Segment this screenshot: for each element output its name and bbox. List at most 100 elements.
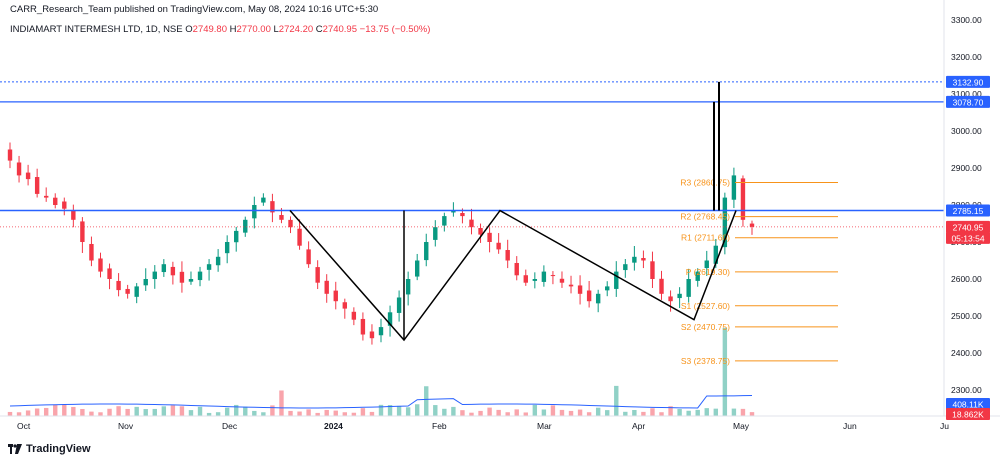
volume-bar [324, 409, 329, 416]
tradingview-brand[interactable]: TradingView [8, 443, 91, 455]
candle-body [360, 318, 366, 335]
tag-resistance-bg [946, 204, 990, 217]
y-tick-label: 3300.00 [951, 15, 982, 25]
volume-bar [351, 412, 357, 416]
candle-body [134, 286, 139, 297]
candle-body [641, 258, 646, 261]
volume-bar [252, 410, 257, 416]
volume-bar [677, 409, 682, 416]
ohlc-high-label: H [229, 24, 237, 35]
candle-body [7, 149, 13, 161]
candle-body [396, 297, 402, 313]
volume-bar [279, 390, 284, 416]
volume-bar [234, 404, 239, 416]
x-tick-label: Nov [118, 421, 134, 431]
candle-body [107, 268, 112, 279]
x-tick-label: 2024 [324, 421, 343, 431]
candle-body [405, 279, 411, 295]
ohlc-close-value: 2740.95 [322, 24, 357, 35]
tag-countdown-bg [946, 231, 990, 244]
ohlc-low-label: L [273, 24, 279, 35]
candle-body [532, 279, 538, 281]
candle-body [414, 260, 420, 277]
tag-last-price-bg [946, 220, 990, 233]
candle-body [650, 261, 655, 279]
candle-body [722, 197, 728, 248]
tag-last-price: 2740.95 [953, 222, 984, 232]
x-tick-label: May [733, 421, 750, 431]
pattern-drawing [289, 81, 737, 342]
volume-bar [740, 408, 746, 416]
volume-bar [62, 404, 67, 416]
candle-body [605, 286, 610, 291]
candle-body [324, 280, 329, 294]
candle-body [270, 201, 275, 213]
candle-body [577, 285, 583, 294]
tag-dotted-level-bg [946, 75, 990, 88]
candle-body [152, 271, 157, 280]
volume-bar [749, 412, 755, 416]
y-tick-label: 2500.00 [951, 311, 982, 321]
candle-body [116, 280, 121, 291]
candle-body [623, 264, 628, 271]
tradingview-logo-icon [8, 444, 22, 454]
volume-bar [559, 409, 565, 416]
candle-body [505, 250, 510, 261]
volume-bar [496, 409, 501, 416]
volume-bar [179, 406, 185, 416]
volume-bar [170, 405, 176, 416]
horizontal-levels [0, 81, 944, 228]
x-tick-label: Apr [632, 421, 645, 431]
candle-body [197, 271, 203, 281]
volume-bar [713, 408, 719, 416]
candle-body [478, 228, 483, 235]
y-tick-label: 2900.00 [951, 163, 982, 173]
x-tick-label: Jun [843, 421, 857, 431]
candle-body [342, 302, 348, 309]
y-tick-label: 2600.00 [951, 274, 982, 284]
pivot-label-s2: S2 (2470.75) [681, 322, 730, 332]
candle-body [143, 279, 148, 286]
volume-bar [161, 406, 167, 416]
pivot-label-r3: R3 (2860.75) [680, 178, 730, 188]
volume-bar [7, 411, 13, 416]
ohlc-close-label: C [315, 24, 323, 35]
candle-body [234, 230, 239, 243]
volume-bar [623, 411, 628, 416]
candle-body [89, 243, 94, 261]
candle-body [315, 267, 320, 283]
candle-body [677, 293, 682, 299]
candle-body [586, 290, 592, 302]
tag-volume-ma-bg [946, 408, 990, 420]
volume-bar [34, 408, 40, 416]
volume-bar [224, 407, 230, 416]
volume-bar [369, 411, 375, 416]
candle-body [740, 178, 746, 220]
candle-body [378, 327, 384, 336]
volume-bar [125, 408, 130, 416]
candle-body [433, 227, 438, 240]
volume-bar [659, 412, 664, 416]
volume-bar [550, 405, 556, 416]
volume-bar [632, 409, 637, 416]
volume-bar [577, 409, 583, 416]
volume-bar [523, 412, 528, 416]
candle-body [306, 249, 311, 265]
tag-volume-ma: 18.862K [952, 410, 984, 420]
candle-body [541, 271, 547, 282]
candle-body [568, 284, 574, 287]
candle-body [632, 256, 637, 263]
volume-bar [731, 408, 737, 416]
volume-bar [53, 404, 58, 416]
publisher-line: CARR_Research_Team published on TradingV… [10, 4, 379, 15]
volume-bar [568, 410, 574, 416]
y-tick-label: 3000.00 [951, 126, 982, 136]
candle-body [686, 279, 691, 297]
candle-body [369, 331, 375, 339]
volume-bar [188, 410, 194, 416]
candle-body [469, 219, 474, 228]
brand-name: TradingView [26, 443, 91, 455]
volume-bar [270, 405, 275, 416]
x-tick-label: Ju [940, 421, 949, 431]
